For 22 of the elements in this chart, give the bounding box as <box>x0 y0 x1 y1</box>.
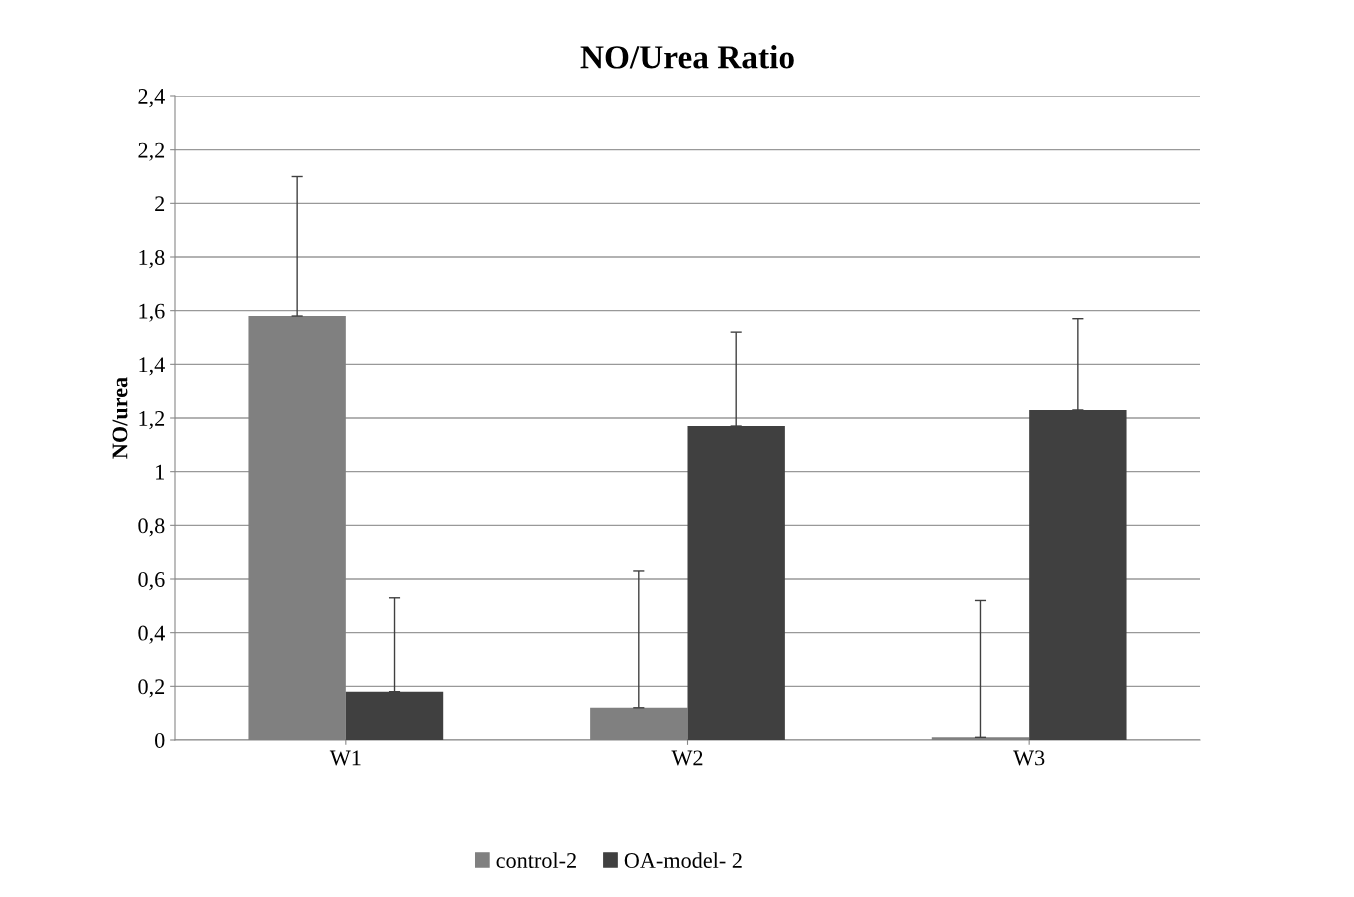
y-tick-label: 1,6 <box>139 303 165 322</box>
y-axis-title: NO/urea <box>112 377 128 459</box>
x-tick-label: W2 <box>671 750 703 766</box>
y-tick-label: 0,2 <box>138 679 165 698</box>
y-tick-label: 0,8 <box>138 518 165 537</box>
bar <box>1029 409 1127 740</box>
legend-label: OA-model- 2 <box>624 852 742 868</box>
x-tick-label: W1 <box>329 750 361 766</box>
y-tick-label: 1,4 <box>139 357 165 376</box>
y-tick-label: 2,2 <box>138 142 165 161</box>
bar <box>687 426 785 740</box>
y-tick-label: 2,4 <box>138 88 165 108</box>
chart-title: NO/Urea Ratio <box>580 45 794 69</box>
legend-label: control-2 <box>496 852 576 868</box>
y-tick-label: 0,6 <box>138 571 165 591</box>
y-tick-label: 1,2 <box>139 410 165 430</box>
y-tick-label: 0,4 <box>138 625 165 644</box>
y-tick-label: 0 <box>155 732 165 748</box>
y-tick-label: 2 <box>155 196 165 212</box>
x-tick-label: W3 <box>1013 750 1045 766</box>
y-tick-label: 1,8 <box>139 249 165 269</box>
y-tick-label: 1 <box>156 464 164 480</box>
